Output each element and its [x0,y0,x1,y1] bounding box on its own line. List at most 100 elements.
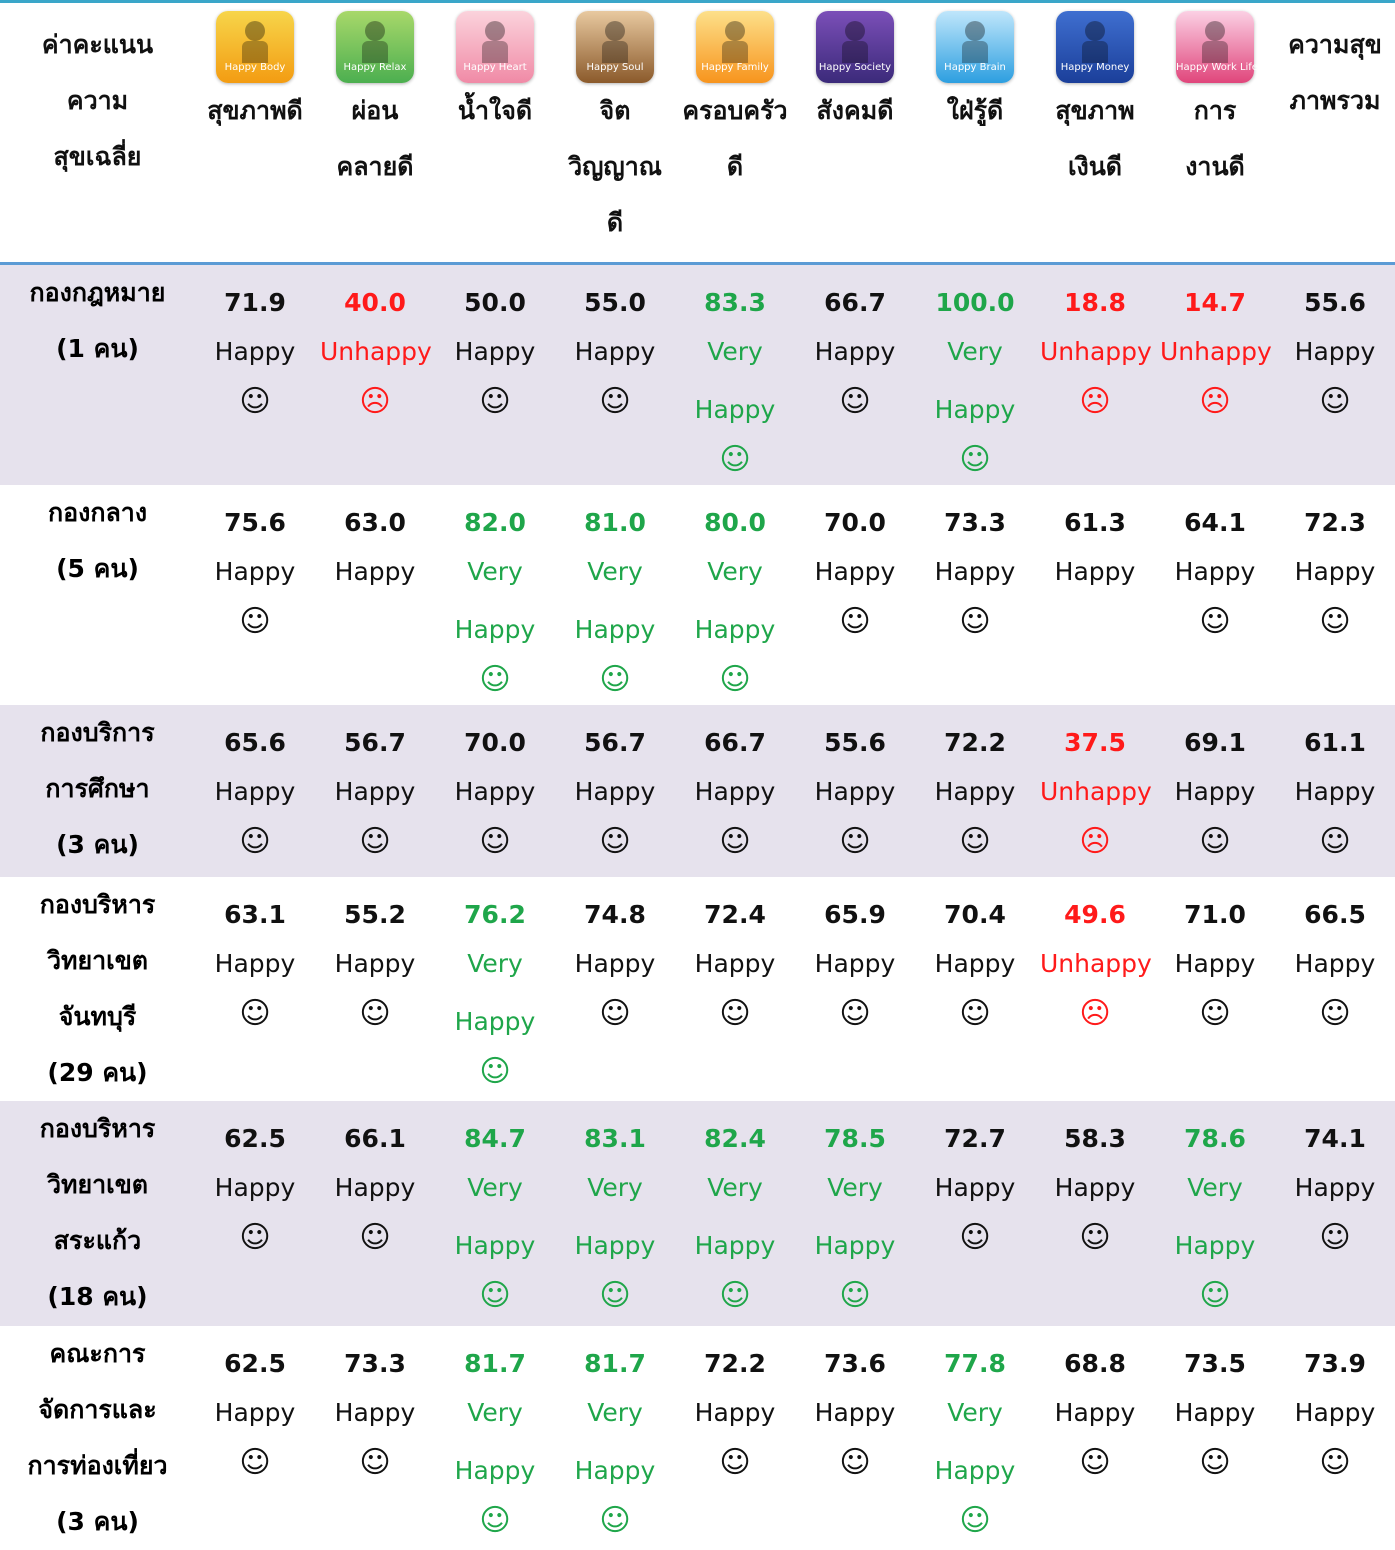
score: 73.3 [315,1344,435,1384]
face-icon: ☺ [195,817,315,867]
column-label: การงานดี [1155,83,1275,195]
face-icon: ☺ [795,377,915,427]
status: Very Happy [560,1384,670,1500]
score: 83.1 [555,1119,675,1159]
status: Happy [800,1384,910,1442]
score: 70.0 [795,503,915,543]
icon-label: Happy Soul [576,62,654,73]
face-icon: ☺ [195,1438,315,1488]
icon-body [962,41,988,63]
page: html, body { margin: 0; padding: 0; back… [0,0,1395,1524]
status: Very Happy [440,543,550,659]
status: Very Happy [560,1159,670,1275]
face-icon: ☺ [1275,1213,1395,1263]
score: 69.1 [1155,723,1275,763]
status: Happy [560,763,670,821]
row-name-line: สระแก้ว [0,1213,195,1269]
icon-label: Happy Relax [336,62,414,73]
face-icon: ☺ [435,377,555,427]
status: Unhappy [320,323,430,381]
column-icon: Happy Body [216,11,294,83]
status: Happy [920,543,1030,601]
status: Happy [920,935,1030,993]
column-label-line: วิญญาณ [555,139,675,195]
row-name-line: กองบริการ [0,705,195,761]
score: 56.7 [555,723,675,763]
column-label-line: สุขภาพ [1035,83,1155,139]
status: Happy [920,763,1030,821]
score: 62.5 [195,1119,315,1159]
status: Happy [1160,1384,1270,1442]
row-name: กองบริการการศึกษา(3 คน) [0,705,195,877]
column-label-line: สุขภาพดี [195,83,315,139]
icon-body [362,41,388,63]
status: Happy [1280,543,1390,601]
face-icon: ☺ [315,1438,435,1488]
face-icon: ☺ [915,1213,1035,1263]
column-label: สุขภาพเงินดี [1035,83,1155,195]
status: Happy [320,1384,430,1442]
column-label-line: คลายดี [315,139,435,195]
icon-head [1085,21,1105,41]
face-icon: ☺ [1275,597,1395,647]
face-icon: ☺ [675,1438,795,1488]
status: Happy [1160,763,1270,821]
status: Happy [680,935,790,993]
score: 14.7 [1155,283,1275,323]
row-name-line: การท่องเที่ยว [0,1438,195,1494]
icon-label: Happy Society [816,62,894,73]
status: Happy [1160,935,1270,993]
status: Unhappy [1040,935,1150,993]
face-icon: ☺ [1275,377,1395,427]
row-name-line: จันทบุรี [0,989,195,1045]
column-label: ใฝ่รู้ดี [915,83,1035,139]
status: Happy [320,543,430,601]
score: 40.0 [315,283,435,323]
score: 75.6 [195,503,315,543]
icon-label: Happy Brain [936,62,1014,73]
column-label-line: จิต [555,83,675,139]
status: Happy [200,763,310,821]
score: 73.5 [1155,1344,1275,1384]
status: Very Happy [1160,1159,1270,1275]
status: Happy [800,543,910,601]
status: Very Happy [680,543,790,659]
status: Happy [800,323,910,381]
face-icon: ☺ [1155,597,1275,647]
face-icon: ☺ [1035,1213,1155,1263]
status: Very Happy [680,323,790,439]
score: 74.8 [555,895,675,935]
status: Happy [560,323,670,381]
face-icon: ☺ [195,597,315,647]
column-label: จิตวิญญาณดี [555,83,675,251]
row-name-line: (3 คน) [0,1494,195,1550]
column-label-line: งานดี [1155,139,1275,195]
score: 66.1 [315,1119,435,1159]
